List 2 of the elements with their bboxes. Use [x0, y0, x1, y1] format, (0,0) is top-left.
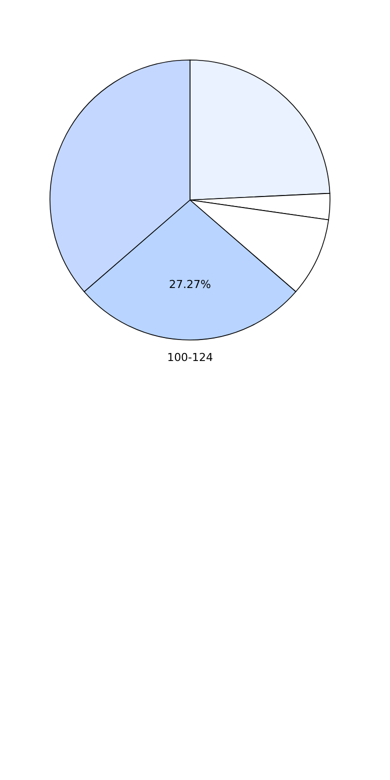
- slice-label: 100-124: [167, 351, 214, 364]
- data-label: 27.27%: [169, 278, 212, 291]
